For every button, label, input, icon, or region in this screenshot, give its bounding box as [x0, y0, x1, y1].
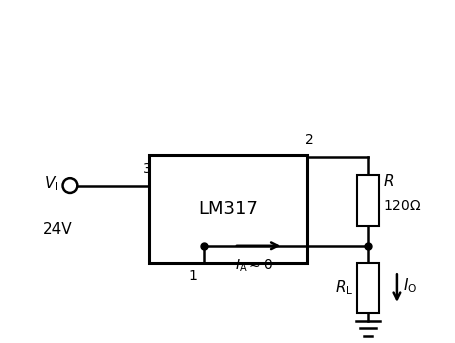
Bar: [357, 263, 378, 313]
Text: 2: 2: [304, 133, 313, 147]
Text: 3: 3: [142, 162, 151, 176]
Bar: [357, 175, 378, 226]
Bar: [149, 155, 306, 263]
Text: 120$\Omega$: 120$\Omega$: [382, 199, 421, 213]
Text: $I_{\rm O}$: $I_{\rm O}$: [402, 277, 416, 295]
Text: $V_{\rm I}$: $V_{\rm I}$: [44, 174, 58, 193]
Text: $I_{\rm A}\approx 0$: $I_{\rm A}\approx 0$: [234, 258, 272, 274]
Text: 24V: 24V: [43, 222, 73, 237]
Text: $R_{\rm L}$: $R_{\rm L}$: [334, 279, 353, 297]
Text: $R$: $R$: [382, 173, 394, 189]
Text: LM317: LM317: [197, 200, 258, 218]
Text: 1: 1: [187, 269, 197, 283]
